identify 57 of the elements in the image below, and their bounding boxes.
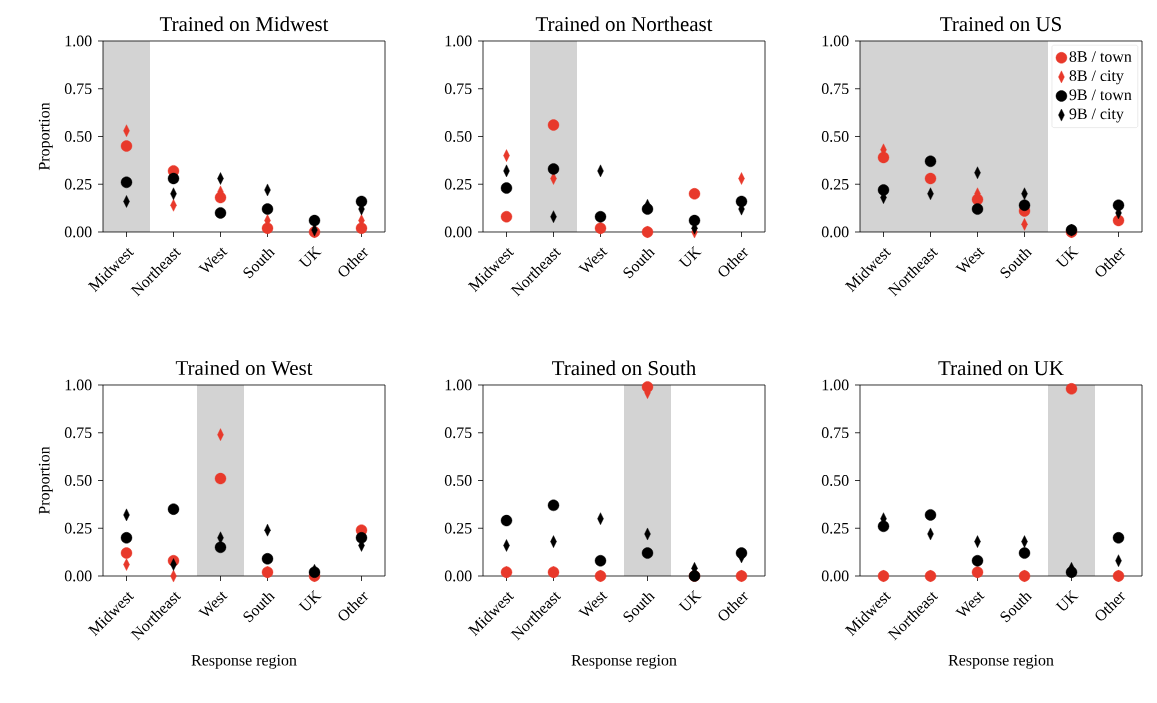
y-tick-label: 0.75: [64, 83, 92, 95]
chart-title: Trained on West: [175, 360, 313, 376]
x-tick-label: West: [955, 247, 985, 272]
y-tick-label: 0.25: [64, 522, 92, 534]
chart-title: Trained on Midwest: [159, 16, 329, 32]
y-tick-label: 0.00: [444, 226, 472, 238]
legend-label: 9B / town: [1069, 89, 1132, 101]
y-tick-label: 0.50: [444, 475, 472, 486]
y-tick-label: 0.75: [64, 427, 92, 439]
legend-label: 9B / city: [1069, 108, 1124, 123]
y-tick-label: 0.00: [444, 570, 472, 582]
x-tick-label: West: [578, 591, 608, 616]
legend-label: 8B / town: [1069, 51, 1132, 62]
chart-title: Trained on Northeast: [535, 16, 713, 32]
chart-title: Trained on UK: [938, 360, 1064, 376]
y-tick-label: 0.25: [821, 522, 849, 534]
y-tick-label: 1.00: [65, 35, 92, 47]
y-tick-label: 0.75: [821, 427, 849, 439]
x-tick-label: West: [198, 247, 228, 272]
chart-title: Trained on South: [552, 360, 696, 376]
y-tick-label: 0.50: [821, 475, 849, 486]
y-tick-label: 0.00: [64, 570, 92, 582]
x-tick-label: West: [955, 591, 985, 616]
x-tick-label: West: [198, 591, 228, 616]
y-tick-label: 0.00: [821, 226, 849, 238]
y-tick-label: 1.00: [822, 379, 849, 391]
y-axis-title: Proportion: [38, 446, 53, 515]
x-tick-label: UK: [678, 589, 702, 611]
x-tick-label: UK: [678, 245, 702, 267]
y-tick-label: 0.25: [821, 178, 849, 190]
y-tick-label: 0.75: [821, 83, 849, 95]
x-tick-label: UK: [298, 589, 322, 611]
y-axis-title: Proportion: [38, 102, 53, 171]
y-tick-label: 0.25: [64, 178, 92, 190]
x-axis-title: Response region: [191, 654, 297, 669]
y-tick-label: 1.00: [445, 35, 472, 47]
x-tick-label: UK: [1055, 245, 1079, 267]
x-tick-label: West: [578, 247, 608, 272]
x-tick-label: UK: [1055, 589, 1079, 611]
y-tick-label: 0.50: [64, 475, 92, 486]
y-tick-label: 0.50: [821, 131, 849, 142]
y-tick-label: 0.50: [444, 131, 472, 142]
y-tick-label: 0.00: [64, 226, 92, 238]
y-tick-label: 0.75: [444, 427, 472, 439]
y-tick-label: 0.75: [444, 83, 472, 95]
x-tick-label: UK: [298, 245, 322, 267]
y-tick-label: 1.00: [822, 35, 849, 47]
chart-title: Trained on US: [940, 16, 1061, 32]
y-tick-label: 0.00: [821, 570, 849, 582]
legend-label: 8B / city: [1069, 70, 1124, 85]
x-axis-title: Response region: [571, 654, 677, 669]
y-tick-label: 0.25: [444, 178, 472, 190]
y-tick-label: 1.00: [65, 379, 92, 391]
x-axis-title: Response region: [948, 654, 1054, 669]
y-tick-label: 1.00: [445, 379, 472, 391]
y-tick-label: 0.50: [64, 131, 92, 142]
y-tick-label: 0.25: [444, 522, 472, 534]
